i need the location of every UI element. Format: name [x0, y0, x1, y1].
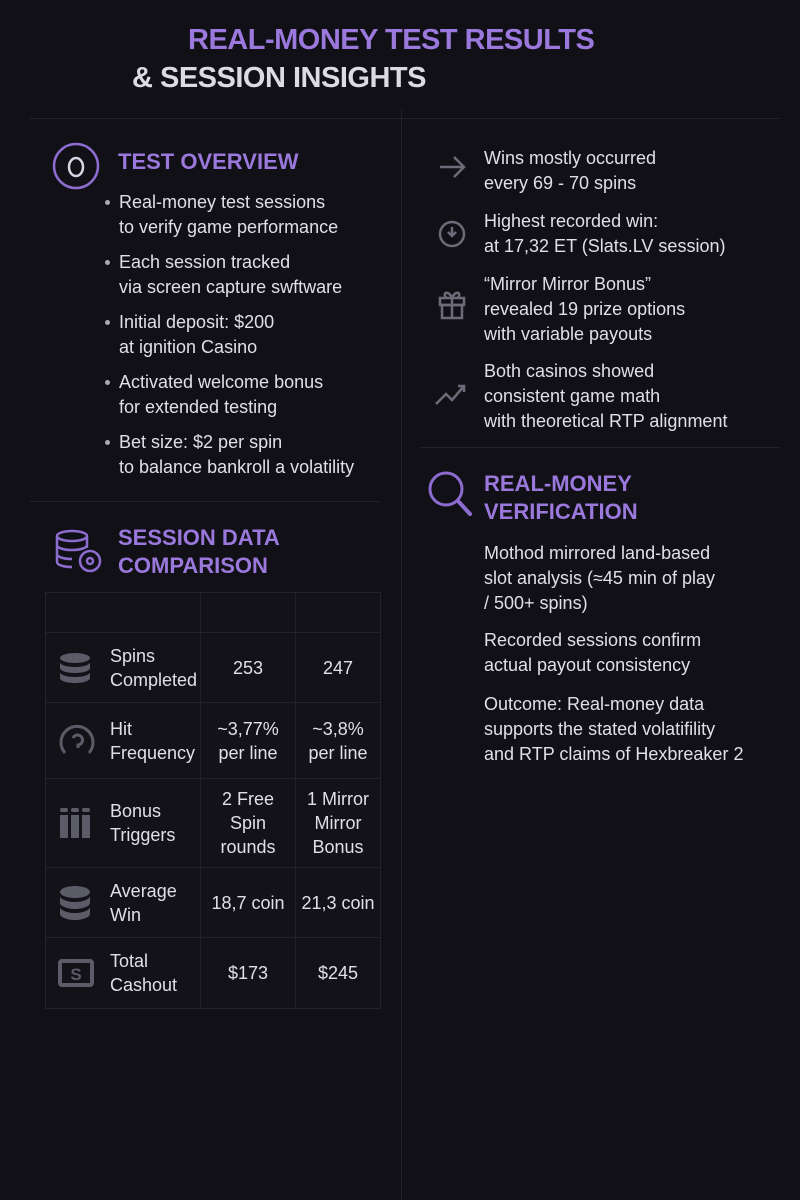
table-row: Bonus Triggers 2 Free Spin rounds 1 Mirror Mir… — [45, 778, 381, 868]
bullet-item: Real-money test sessions to verify game p… — [105, 190, 338, 240]
verification-paragraph: Recorded sessions confirm actual payout c… — [484, 630, 702, 675]
magnifier-icon — [428, 471, 472, 516]
table-row: Average Win 18,7 coin 21,3 coin — [45, 867, 381, 938]
test-overview-title: TEST OVERVIEW — [118, 149, 299, 174]
insight-item: Wins mostly occurred every 69 - 70 spins — [484, 148, 657, 193]
bullet-item: Each session tracked via screen capture s… — [105, 250, 342, 300]
session-data-title: SESSION DATA COMPARISON — [118, 525, 280, 578]
section-divider — [420, 447, 780, 448]
cash-icon: S — [58, 959, 94, 987]
grid-icon — [60, 808, 90, 838]
verification-paragraph: Outcome: Real-money data supports the sta… — [484, 694, 744, 764]
gauge-icon — [59, 724, 95, 754]
verification-title: REAL-MONEY VERIFICATION — [484, 471, 638, 524]
bullet-item: Initial deposit: $200 at ignition Casino — [105, 310, 274, 360]
bullet-item: Bet size: $2 per spin to balance bankroll… — [105, 430, 354, 480]
gift-icon — [438, 291, 466, 320]
database-icon — [55, 529, 102, 573]
trend-icon — [435, 384, 466, 405]
header-divider — [30, 118, 780, 119]
table-row: Spins Completed 253 247 — [45, 632, 381, 703]
svg-text:S: S — [70, 965, 81, 984]
clock-icon — [438, 220, 466, 248]
section-divider — [30, 501, 380, 502]
session-comparison-table: Spins Completed 253 247 Hit Frequency ~3,77% p… — [45, 592, 381, 1009]
circle-o-icon — [52, 142, 100, 190]
table-row: Hit Frequency ~3,77% per line ~3,8% per line — [45, 702, 381, 779]
coin-stack-icon — [60, 652, 90, 683]
table-row: S Total Cashout $173 $245 — [45, 937, 381, 1009]
insight-item: Highest recorded win: at 17,32 ET (Slats.… — [484, 211, 726, 256]
bullet-item: Activated welcome bonus for extended test… — [105, 370, 323, 420]
insight-item: “Mirror Mirror Bonus” revealed 19 prize o… — [484, 274, 686, 344]
verification-paragraph: Mothod mirrored land-based slot analysis … — [484, 543, 715, 613]
page-subtitle: & SESSION INSIGHTS — [132, 62, 426, 94]
table-header-row — [46, 592, 381, 633]
insight-item: Both casinos showed consistent game math w… — [484, 361, 728, 431]
arrow-right-icon — [440, 156, 466, 178]
coin-stack-icon — [60, 885, 90, 920]
page-title: REAL-MONEY TEST RESULTS — [188, 24, 595, 56]
column-divider — [401, 110, 402, 1200]
